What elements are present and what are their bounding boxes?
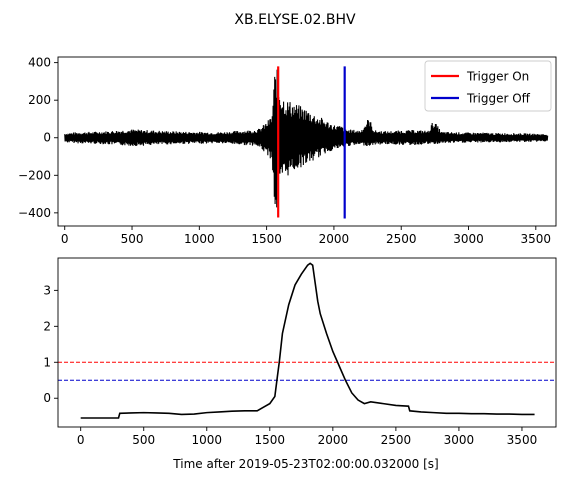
x-tick-label: 3500	[507, 433, 538, 447]
cft-panel: 0 500 1000 1500 2000 2500 3000 3500 0 1 2 3	[43, 257, 557, 447]
x-tick-label: 3000	[453, 232, 484, 246]
waveform-axes-frame	[57, 56, 557, 227]
y-tick-label: 3	[43, 283, 51, 297]
legend-trigger-on-label: Trigger On	[466, 70, 529, 84]
waveform-plot-area	[64, 69, 549, 208]
x-tick-label: 3000	[444, 433, 475, 447]
waveform-line	[64, 69, 549, 208]
waveform-y-ticks: −400 −200 0 200 400	[18, 56, 58, 220]
waveform-x-ticks: 0 500 1000 1500 2000 2500 3000 3500	[61, 226, 551, 246]
y-tick-label: 0	[43, 131, 51, 145]
x-tick-label: 1500	[251, 232, 282, 246]
threshold-lines	[58, 361, 556, 381]
x-tick-label: 1000	[191, 433, 222, 447]
x-tick-label: 3500	[521, 232, 552, 246]
trigger-markers	[277, 66, 346, 219]
x-tick-label: 1000	[184, 232, 215, 246]
y-tick-label: 2	[43, 319, 51, 333]
x-tick-label: 2000	[319, 232, 350, 246]
x-tick-label: 1500	[255, 433, 286, 447]
waveform-panel: 0 500 1000 1500 2000 2500 3000 3500 −400 −200 0 20…	[18, 56, 557, 246]
x-tick-label: 2000	[318, 433, 349, 447]
cft-axes-frame	[57, 257, 557, 428]
cft-x-ticks: 0 500 1000 1500 2000 2500 3000 3500	[77, 427, 537, 447]
y-tick-label: 200	[28, 93, 51, 107]
legend-trigger-off-label: Trigger Off	[466, 92, 531, 106]
cft-y-ticks: 0 1 2 3	[43, 283, 58, 405]
x-tick-label: 0	[77, 433, 85, 447]
y-tick-label: 400	[28, 56, 51, 70]
legend: Trigger On Trigger Off	[424, 60, 552, 112]
cft-line	[80, 262, 535, 419]
x-tick-label: 500	[132, 433, 155, 447]
x-tick-label: 2500	[386, 232, 417, 246]
x-tick-label: 500	[121, 232, 144, 246]
x-tick-label: 0	[61, 232, 69, 246]
figure-title: XB.ELYSE.02.BHV	[234, 12, 356, 28]
x-axis-label: Time after 2019-05-23T02:00:00.032000 [s…	[172, 457, 438, 471]
cft-plot-area	[80, 262, 535, 419]
x-tick-label: 2500	[381, 433, 412, 447]
y-tick-label: 1	[43, 355, 51, 369]
y-tick-label: −200	[18, 168, 51, 182]
y-tick-label: −400	[18, 206, 51, 220]
y-tick-label: 0	[43, 391, 51, 405]
